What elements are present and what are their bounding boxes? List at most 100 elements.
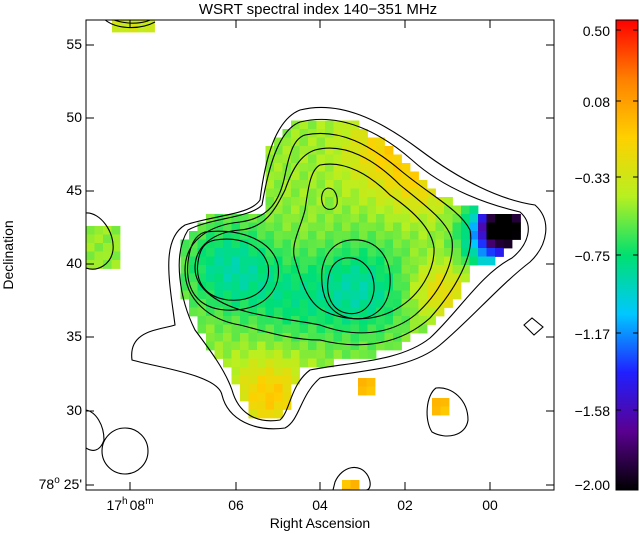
heatmap-cell [432, 406, 441, 416]
heatmap-cell [257, 333, 266, 342]
heatmap-cell [308, 282, 317, 291]
heatmap-cell [248, 307, 258, 317]
heatmap-cell [94, 226, 104, 235]
heatmap-cell [401, 324, 411, 334]
heatmap-cell [512, 214, 521, 223]
heatmap-cell [197, 222, 207, 232]
heatmap-cell [359, 180, 368, 189]
heatmap-cell [308, 154, 317, 164]
heatmap-cell [435, 197, 445, 206]
heatmap-cell [206, 282, 215, 291]
heatmap-cell [231, 265, 241, 274]
heatmap-cell [325, 265, 334, 274]
heatmap-cell [265, 214, 275, 223]
heatmap-cell [333, 350, 343, 359]
heatmap-cell [265, 333, 275, 342]
heatmap-cell [367, 341, 377, 351]
heatmap-cell [342, 197, 351, 206]
heatmap-cell [120, 23, 130, 33]
heatmap-cell [308, 324, 317, 334]
heatmap-cell [384, 290, 394, 300]
heatmap-cell [384, 256, 394, 266]
heatmap-cell [325, 248, 334, 257]
x-tick-label-06: 06 [228, 497, 244, 513]
heatmap-cell [359, 205, 368, 215]
heatmap-cell [248, 265, 258, 274]
heatmap-cell [308, 137, 317, 147]
heatmap-cell [350, 180, 360, 189]
heatmap-cell [316, 146, 326, 155]
heatmap-cell [452, 231, 462, 240]
heatmap-cell [401, 307, 411, 317]
heatmap-cell [180, 282, 190, 291]
heatmap-cell [461, 231, 470, 240]
heatmap-cell [248, 316, 258, 325]
heatmap-cell [486, 248, 496, 257]
heatmap-cell [393, 205, 402, 215]
heatmap-cell [316, 273, 326, 283]
heatmap-cell [350, 146, 360, 155]
heatmap-cell [384, 180, 394, 189]
contour-line [187, 230, 279, 311]
heatmap-cell [308, 188, 317, 198]
heatmap-cell [274, 222, 283, 232]
heatmap-cell [452, 222, 462, 232]
heatmap-cell [274, 316, 283, 325]
heatmap-cell [206, 248, 215, 257]
heatmap-cell [240, 248, 249, 257]
heatmap-cell [435, 248, 445, 257]
heatmap-cell [248, 299, 258, 308]
heatmap-cell [299, 248, 309, 257]
heatmap-cell [197, 307, 207, 317]
x-tick-hours-sup: h [122, 496, 128, 507]
heatmap-cell [325, 163, 334, 172]
colorbar-tick-label: −0.33 [575, 170, 611, 186]
heatmap-cell [478, 214, 487, 223]
x-axis-label: Right Ascension [270, 515, 370, 531]
heatmap-cell [248, 231, 258, 240]
heatmap-cell [427, 265, 436, 274]
heatmap-cell [316, 205, 326, 215]
heatmap-cell [359, 222, 368, 232]
heatmap-cell [257, 350, 266, 359]
heatmap-cell [350, 316, 360, 325]
heatmap-cell [231, 256, 241, 266]
heatmap-cell [350, 256, 360, 266]
heatmap-cell [333, 307, 343, 317]
heatmap-cell [325, 231, 334, 240]
heatmap-cell [427, 188, 436, 198]
heatmap-cell [197, 299, 207, 308]
heatmap-cell [308, 341, 317, 351]
heatmap-cell [223, 265, 232, 274]
heatmap-cell [189, 265, 198, 274]
heatmap-cell [274, 239, 283, 249]
heatmap-cell [308, 120, 317, 130]
heatmap-cell [432, 398, 441, 407]
heatmap-cell [240, 341, 249, 351]
heatmap-cell [469, 214, 479, 223]
heatmap-cell [248, 392, 258, 402]
heatmap-cell [103, 234, 112, 244]
heatmap-cell [342, 256, 351, 266]
heatmap-cell [418, 197, 428, 206]
heatmap-cell [299, 316, 309, 325]
heatmap-cell [444, 299, 453, 308]
heatmap-cell [333, 129, 343, 138]
heatmap-cell [384, 188, 394, 198]
y-tick-label-45: 45 [66, 182, 82, 198]
heatmap-cell [333, 282, 343, 291]
heatmap-cell [350, 171, 360, 181]
heatmap-cell [435, 265, 445, 274]
heatmap-cell [274, 324, 283, 334]
heatmap-cell [469, 231, 479, 240]
heatmap-cell [189, 231, 198, 240]
heatmap-cell [308, 239, 317, 249]
heatmap-cell [189, 256, 198, 266]
heatmap-cell [461, 248, 470, 257]
heatmap-cell [231, 222, 241, 232]
heatmap-cell [240, 324, 249, 334]
heatmap-cell [94, 243, 104, 252]
heatmap-cell [94, 251, 104, 261]
heatmap-cell [350, 163, 360, 172]
heatmap-cell [366, 378, 376, 387]
